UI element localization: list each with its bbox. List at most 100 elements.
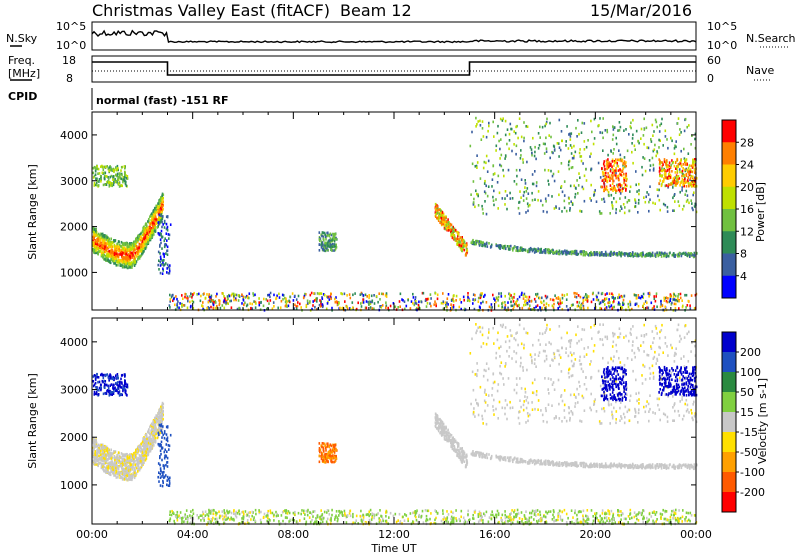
power-cell	[662, 170, 664, 173]
cpid-label: CPID	[8, 90, 37, 103]
power-cell	[127, 246, 129, 249]
power-cell	[530, 247, 532, 250]
power-cell	[659, 199, 661, 202]
power-cell	[614, 126, 616, 129]
power-cell	[640, 137, 642, 140]
power-cell	[561, 140, 563, 143]
power-cell	[324, 232, 326, 235]
power-cell	[477, 240, 479, 243]
power-cell	[534, 198, 536, 201]
velocity-cell	[498, 512, 500, 515]
power-cell	[584, 175, 586, 178]
power-cell	[676, 176, 678, 179]
velocity-cell	[380, 515, 382, 518]
power-cell	[685, 253, 687, 256]
velocity-cell	[376, 514, 378, 517]
power-cell	[169, 270, 171, 273]
power-cell	[147, 237, 149, 240]
power-cell	[153, 226, 155, 229]
power-cell	[334, 298, 336, 301]
power-cell	[686, 126, 688, 129]
power-cell	[161, 226, 163, 229]
power-cell	[604, 168, 606, 171]
power-cell	[473, 241, 475, 244]
power-cell	[460, 245, 462, 248]
nsky-series-line	[92, 31, 696, 43]
freq-tick-low: 8	[66, 72, 73, 85]
power-cell	[580, 307, 582, 310]
colorbar-swatch	[722, 120, 736, 143]
colorbar-swatch	[722, 187, 736, 210]
velocity-cell	[681, 520, 683, 523]
power-cell	[119, 259, 121, 262]
power-cell	[523, 140, 525, 143]
power-cell	[612, 168, 614, 171]
velocity-cell	[213, 509, 215, 512]
power-cell	[352, 294, 354, 297]
power-cell	[607, 254, 609, 257]
velocity-cell	[326, 521, 328, 524]
power-cell	[659, 130, 661, 133]
power-cell	[608, 298, 610, 301]
power-cell	[649, 253, 651, 256]
power-cell	[681, 299, 683, 302]
power-cell	[571, 250, 573, 253]
power-cell	[479, 306, 481, 309]
power-cell	[594, 193, 596, 196]
power-y-axis-label: Slant Range [km]	[26, 164, 39, 260]
power-cell	[625, 176, 627, 179]
velocity-cell	[560, 518, 562, 521]
power-cell	[134, 264, 136, 267]
power-cell	[640, 297, 642, 300]
power-cell	[572, 203, 574, 206]
power-cell	[531, 192, 533, 195]
power-cell	[605, 293, 607, 296]
velocity-cell	[504, 514, 506, 517]
power-cell	[658, 146, 660, 149]
velocity-cell	[247, 519, 249, 522]
power-cell	[669, 161, 671, 164]
power-cell	[200, 300, 202, 303]
velocity-cell	[206, 513, 208, 516]
power-cell	[564, 207, 566, 210]
power-cell	[679, 168, 681, 171]
power-cell	[492, 121, 494, 124]
power-cell	[461, 239, 463, 242]
velocity-cell	[618, 521, 620, 524]
power-cell	[366, 307, 368, 310]
power-cell	[285, 298, 287, 301]
power-cell	[607, 172, 609, 175]
power-cell	[613, 164, 615, 167]
velocity-cell	[529, 512, 531, 515]
velocity-heatmap	[92, 323, 698, 526]
power-cell	[609, 301, 611, 304]
power-cell	[267, 300, 269, 303]
power-cell	[571, 304, 573, 307]
velocity-cell	[362, 514, 364, 517]
power-cell	[481, 138, 483, 141]
power-cell	[106, 165, 108, 168]
power-cell	[294, 295, 296, 298]
power-cell	[522, 158, 524, 161]
power-cell	[155, 205, 157, 208]
velocity-cell	[467, 510, 469, 513]
power-cell	[368, 297, 370, 300]
power-cell	[614, 297, 616, 300]
power-cell	[648, 201, 650, 204]
power-cell	[206, 293, 208, 296]
power-cell	[426, 305, 428, 308]
power-cell	[154, 230, 156, 233]
power-cell	[507, 245, 509, 248]
power-cell	[539, 297, 541, 300]
power-cell	[155, 222, 157, 225]
power-cell	[267, 294, 269, 297]
power-cell	[636, 130, 638, 133]
power-cell	[645, 170, 647, 173]
power-cell	[435, 292, 437, 295]
power-cell	[580, 304, 582, 307]
power-cell	[385, 306, 387, 309]
power-cell	[674, 165, 676, 168]
power-cell	[587, 300, 589, 303]
power-cell	[591, 301, 593, 304]
velocity-cell	[429, 518, 431, 521]
